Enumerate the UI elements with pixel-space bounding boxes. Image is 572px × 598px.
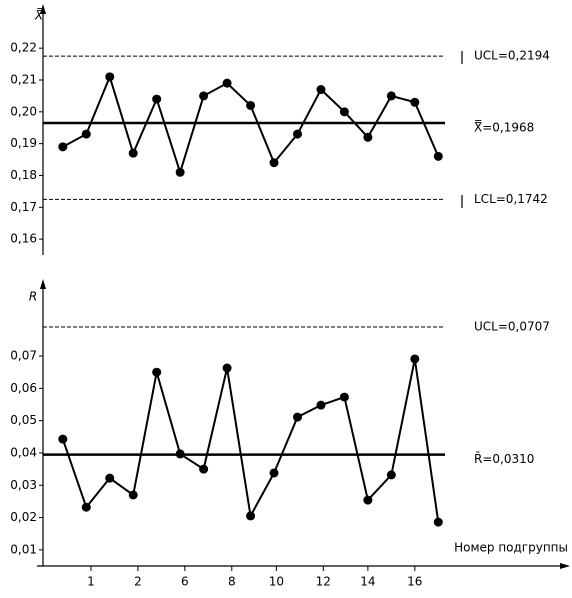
- data-point: [363, 495, 373, 505]
- reference-label: UCL=0,0707: [474, 319, 550, 333]
- data-point: [152, 367, 162, 377]
- data-point: [128, 148, 138, 158]
- axis-arrow: [560, 563, 570, 569]
- data-point: [246, 100, 256, 110]
- y-axis-label: X̿: [34, 7, 45, 22]
- data-point: [433, 151, 443, 161]
- y-tick-label: 0,22: [10, 41, 37, 55]
- data-point: [81, 502, 91, 512]
- y-tick-label: 0,18: [10, 168, 37, 182]
- y-tick-label: 0,17: [10, 200, 37, 214]
- series-line: [61, 358, 440, 523]
- y-tick-label: 0,19: [10, 136, 37, 150]
- data-point: [339, 107, 349, 117]
- data-point: [386, 470, 396, 480]
- data-point: [433, 517, 443, 527]
- data-point: [363, 132, 373, 142]
- data-point: [58, 142, 68, 152]
- x-tick-label: 16: [407, 575, 422, 589]
- reference-label: R̄=0,0310: [474, 452, 534, 466]
- y-tick-label: 0,04: [10, 445, 37, 459]
- x-tick-label: 12: [316, 575, 331, 589]
- x-tick-label: 1: [87, 575, 95, 589]
- data-point: [410, 97, 420, 107]
- reference-label: UCL=0,2194: [474, 49, 550, 63]
- y-tick-label: 0,02: [10, 510, 37, 524]
- data-point: [105, 473, 115, 483]
- x-tick-label: 10: [269, 575, 284, 589]
- data-point: [222, 78, 232, 88]
- reference-label: LCL=0,1742: [474, 192, 548, 206]
- x-tick-label: 6: [181, 575, 189, 589]
- y-tick-label: 0,05: [10, 413, 37, 427]
- y-tick-label: 0,01: [10, 542, 37, 556]
- data-point: [152, 94, 162, 104]
- data-point: [292, 412, 302, 422]
- y-tick-label: 0,07: [10, 349, 37, 363]
- data-point: [81, 129, 91, 139]
- data-point: [128, 490, 138, 500]
- data-point: [410, 354, 420, 364]
- data-point: [222, 363, 232, 373]
- x-axis-label: Номер подгруппы: [454, 541, 568, 555]
- data-point: [199, 464, 209, 474]
- y-tick-label: 0,06: [10, 381, 37, 395]
- x-tick-label: 8: [228, 575, 236, 589]
- data-point: [58, 434, 68, 444]
- data-point: [199, 91, 209, 101]
- data-point: [105, 72, 115, 82]
- x-tick-label: 2: [134, 575, 142, 589]
- data-point: [316, 400, 326, 410]
- y-tick-label: 0,16: [10, 232, 37, 246]
- data-point: [339, 392, 349, 402]
- series-line: [62, 73, 440, 176]
- data-point: [175, 449, 185, 459]
- data-point: [269, 468, 279, 478]
- reference-label: X̿=0,1968: [474, 119, 534, 134]
- data-point: [386, 91, 396, 101]
- data-point: [269, 158, 279, 168]
- data-point: [175, 167, 185, 177]
- y-tick-label: 0,21: [10, 73, 37, 87]
- x-tick-label: 14: [360, 575, 375, 589]
- y-tick-label: 0,03: [10, 478, 37, 492]
- data-point: [292, 129, 302, 139]
- axis-arrow: [40, 4, 46, 14]
- axis-arrow: [40, 279, 46, 289]
- y-axis-label: R: [29, 290, 37, 304]
- data-point: [246, 511, 256, 521]
- data-point: [316, 85, 326, 95]
- y-tick-label: 0,20: [10, 104, 37, 118]
